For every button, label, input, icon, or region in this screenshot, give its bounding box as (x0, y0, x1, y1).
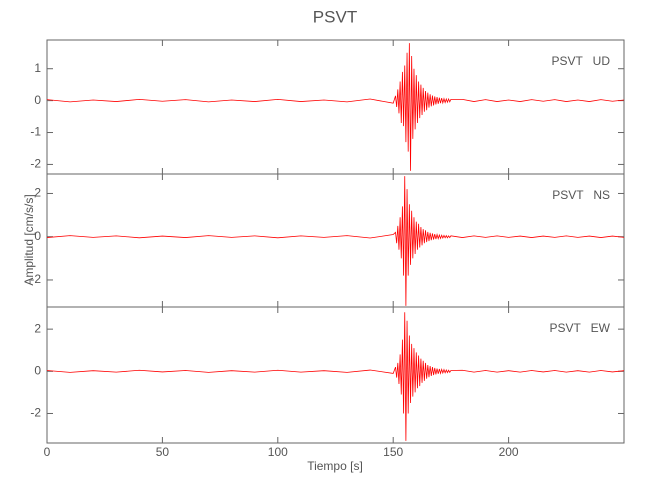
x-tick-label: 200 (499, 445, 519, 459)
y-tick-label: -2 (30, 157, 41, 171)
y-tick-label: 2 (34, 186, 41, 200)
chart-title: PSVT (313, 7, 357, 26)
panel-annotation: PSVT EW (550, 321, 611, 335)
seismic-trace (46, 176, 625, 306)
panel-frame (46, 173, 625, 308)
panel-annotation: PSVT UD (552, 54, 611, 68)
y-tick-label: -2 (30, 272, 41, 286)
x-tick-label: 50 (156, 445, 170, 459)
y-tick-label: -2 (30, 406, 41, 420)
y-tick-label: -1 (30, 125, 41, 139)
panel-frame (46, 39, 625, 175)
x-tick-label: 100 (268, 445, 288, 459)
y-tick-label: 1 (34, 61, 41, 75)
y-tick-label: 0 (34, 229, 41, 243)
panel-frame (46, 306, 625, 444)
y-tick-label: 2 (34, 321, 41, 335)
seismic-trace (46, 43, 625, 171)
y-tick-label: 0 (34, 363, 41, 377)
panel-annotation: PSVT NS (552, 188, 610, 202)
y-tick-label: 0 (34, 93, 41, 107)
y-axis-label: Amplitud [cm/s/s] (22, 194, 36, 285)
x-tick-label: 0 (44, 445, 51, 459)
x-tick-label: 150 (383, 445, 403, 459)
x-axis-label: Tiempo [s] (307, 459, 363, 473)
seismic-trace (46, 312, 625, 441)
